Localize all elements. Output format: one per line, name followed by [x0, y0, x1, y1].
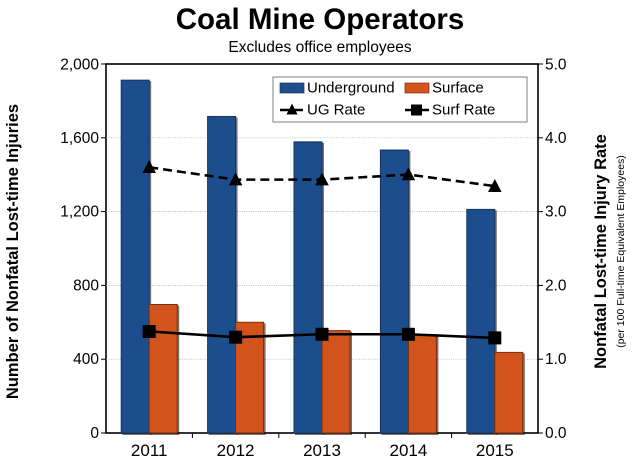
svg-text:1,200: 1,200: [60, 204, 99, 221]
svg-text:2012: 2012: [217, 441, 255, 460]
svg-text:Surface: Surface: [432, 80, 484, 97]
svg-text:(per 100 Full-time Equivalent: (per 100 Full-time Equivalent Employees): [615, 155, 627, 348]
svg-text:Number of Nonfatal Lost-time I: Number of Nonfatal Lost-time Injuries: [4, 104, 22, 399]
svg-text:800: 800: [73, 277, 99, 294]
svg-text:0.0: 0.0: [545, 425, 567, 442]
svg-text:400: 400: [73, 351, 99, 368]
svg-text:Underground: Underground: [307, 80, 395, 97]
svg-text:0: 0: [90, 425, 99, 442]
svg-text:2011: 2011: [131, 441, 168, 460]
svg-text:2,000: 2,000: [60, 57, 99, 74]
svg-text:4.0: 4.0: [545, 130, 567, 147]
svg-text:2015: 2015: [476, 441, 514, 460]
svg-text:Nonfatal Lost-time Injury Rate: Nonfatal Lost-time Injury Rate: [592, 134, 610, 369]
svg-text:Excludes office employees: Excludes office employees: [228, 39, 411, 56]
svg-text:5.0: 5.0: [545, 57, 567, 74]
svg-text:1.0: 1.0: [545, 351, 567, 368]
svg-text:UG Rate: UG Rate: [307, 102, 365, 119]
svg-text:2.0: 2.0: [545, 277, 567, 294]
svg-text:2013: 2013: [303, 441, 341, 460]
svg-text:3.0: 3.0: [545, 204, 567, 221]
svg-text:Surf Rate: Surf Rate: [432, 102, 495, 119]
svg-text:1,600: 1,600: [60, 130, 99, 147]
svg-text:2014: 2014: [389, 441, 427, 460]
svg-text:Coal Mine Operators: Coal Mine Operators: [176, 3, 465, 36]
